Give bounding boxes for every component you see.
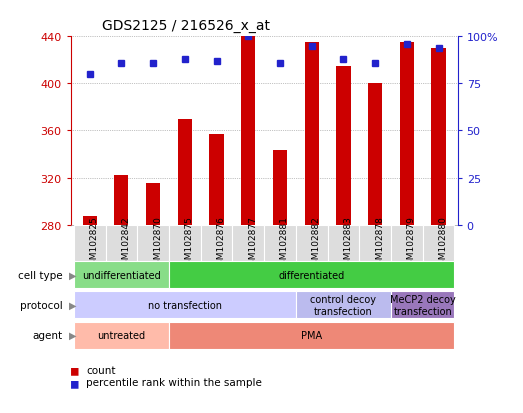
Text: GSM102825: GSM102825 [89,216,99,271]
Text: no transfection: no transfection [148,300,222,310]
Text: GSM102877: GSM102877 [248,216,257,271]
Bar [169,261,454,289]
Bar [106,225,137,261]
Bar [391,225,423,261]
Bar [201,225,232,261]
Bar [137,225,169,261]
Text: differentiated: differentiated [279,270,345,280]
Bar [74,225,106,261]
Text: GSM102879: GSM102879 [407,216,416,271]
Text: GDS2125 / 216526_x_at: GDS2125 / 216526_x_at [101,19,269,33]
Bar [304,43,319,225]
Bar [336,66,350,225]
Bar [74,292,296,319]
Bar [74,322,169,349]
Bar [296,225,327,261]
Text: MeCP2 decoy
transfection: MeCP2 decoy transfection [390,294,456,316]
Text: control decoy
transfection: control decoy transfection [311,294,377,316]
Text: ▶: ▶ [69,300,76,310]
Text: protocol: protocol [20,300,63,310]
Bar [114,176,129,225]
Text: GSM102878: GSM102878 [375,216,384,271]
Text: ▶: ▶ [69,330,76,340]
Text: GSM102875: GSM102875 [185,216,194,271]
Bar [423,225,454,261]
Text: ▶: ▶ [69,270,76,280]
Bar [169,322,454,349]
Text: undifferentiated: undifferentiated [82,270,161,280]
Text: ■: ■ [71,376,78,389]
Text: GSM102883: GSM102883 [344,216,353,271]
Text: cell type: cell type [18,270,63,280]
Text: agent: agent [32,330,63,340]
Text: ■: ■ [71,363,78,377]
Bar [359,225,391,261]
Bar [146,184,160,225]
Text: percentile rank within the sample: percentile rank within the sample [86,377,262,387]
Bar [431,49,446,225]
Bar [83,217,97,225]
Bar [178,119,192,225]
Text: GSM102880: GSM102880 [439,216,448,271]
Text: count: count [86,365,116,375]
Bar [273,151,287,225]
Bar [74,261,169,289]
Bar [400,43,414,225]
Bar [368,84,382,225]
Bar [264,225,296,261]
Text: GSM102842: GSM102842 [121,216,130,270]
Bar [169,225,201,261]
Bar [209,135,224,225]
Bar [296,292,391,319]
Bar [241,37,255,225]
Text: GSM102876: GSM102876 [217,216,225,271]
Bar [391,292,454,319]
Text: PMA: PMA [301,330,322,340]
Bar [327,225,359,261]
Bar [232,225,264,261]
Text: GSM102870: GSM102870 [153,216,162,271]
Text: untreated: untreated [97,330,145,340]
Text: GSM102882: GSM102882 [312,216,321,271]
Text: GSM102881: GSM102881 [280,216,289,271]
